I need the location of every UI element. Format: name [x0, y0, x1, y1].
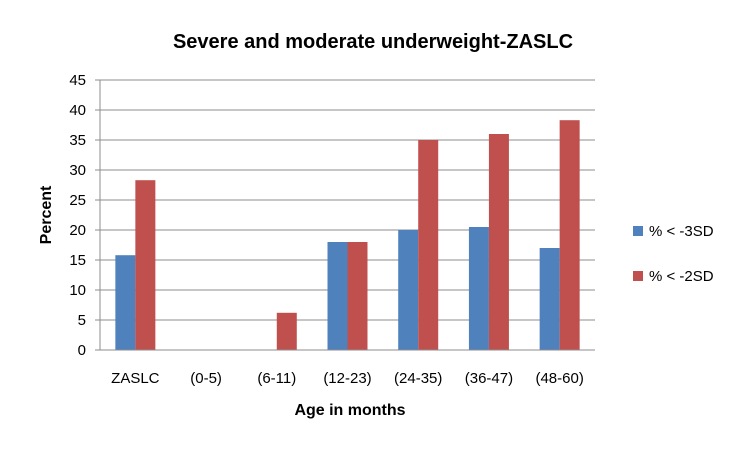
- x-tick-label: (24-35): [394, 370, 442, 387]
- y-tick-label: 25: [69, 192, 86, 209]
- bars: [115, 120, 580, 350]
- bar-series-1: [468, 227, 489, 350]
- bar-series-2: [488, 134, 509, 350]
- x-tick-labels: ZASLC (0-5) (6-11) (12-23) (24-35) (36-47) (48…: [111, 370, 584, 387]
- x-tick-label: (6-11): [257, 370, 296, 387]
- x-tick-label: (48-60): [535, 370, 583, 387]
- legend-label: % < -3SD: [649, 223, 714, 240]
- bar-series-1: [327, 242, 348, 350]
- legend: % < -3SD % < -2SD: [633, 223, 714, 285]
- x-axis-title: Age in months: [294, 402, 405, 419]
- legend-swatch: [633, 271, 643, 281]
- bar-series-1: [115, 255, 136, 350]
- axes: [99, 80, 595, 351]
- bar-series-2: [347, 242, 368, 350]
- y-tick-label: 30: [69, 162, 86, 179]
- y-tick-label: 5: [78, 312, 86, 329]
- y-axis-title: Percent: [38, 185, 55, 244]
- y-tick-label: 35: [69, 132, 86, 149]
- y-tick-label: 20: [69, 222, 86, 239]
- bar-series-1: [398, 230, 419, 350]
- bar-series-2: [135, 180, 156, 350]
- x-tick-label: ZASLC: [111, 370, 160, 387]
- bar-series-1: [539, 248, 560, 350]
- x-tick-label: (36-47): [465, 370, 513, 387]
- bar-series-2: [559, 120, 580, 350]
- y-tick-label: 40: [69, 102, 86, 119]
- x-tick-label: (12-23): [323, 370, 371, 387]
- y-tick-labels: 0 5 10 15 20 25 30 35 40 45: [69, 72, 86, 359]
- y-tick-label: 15: [69, 252, 86, 269]
- y-tick-label: 45: [69, 72, 86, 89]
- legend-swatch: [633, 226, 643, 236]
- y-tick-label: 0: [78, 342, 86, 359]
- bar-series-2: [276, 312, 297, 350]
- bar-series-2: [418, 140, 439, 350]
- x-tick-label: (0-5): [190, 370, 222, 387]
- legend-label: % < -2SD: [649, 268, 714, 285]
- y-tick-label: 10: [69, 282, 86, 299]
- chart-title: Severe and moderate underweight-ZASLC: [173, 31, 573, 53]
